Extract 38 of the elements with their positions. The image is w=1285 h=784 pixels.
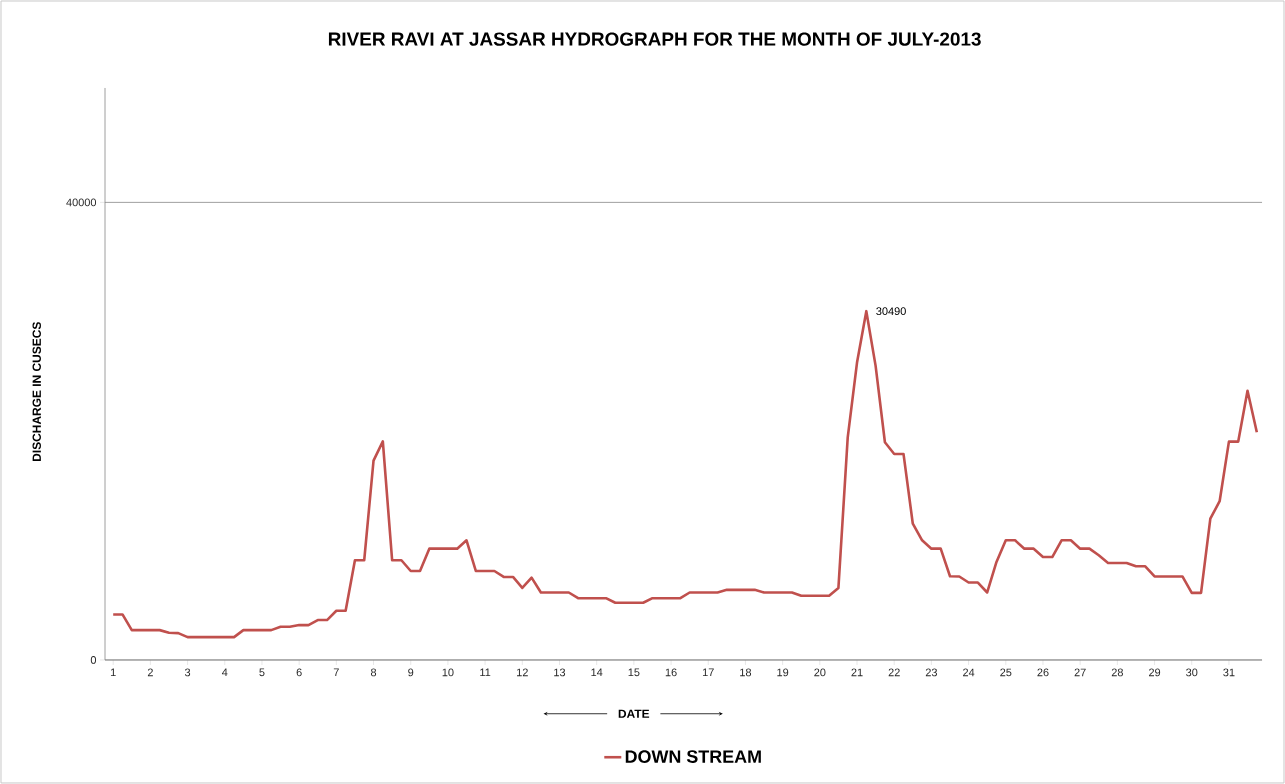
x-tick-label: 20 <box>814 668 826 677</box>
x-tick-label: 28 <box>1111 668 1123 677</box>
x-tick-label: 10 <box>442 668 454 677</box>
x-tick-label: 30 <box>1186 668 1198 677</box>
x-tick-label: 6 <box>296 668 302 677</box>
x-tick-label: 9 <box>408 668 414 677</box>
x-tick-label: 11 <box>480 668 491 677</box>
annotation: 30490 <box>876 307 906 316</box>
x-tick-label: 5 <box>259 668 265 677</box>
chart-title: RIVER RAVI AT JASSAR HYDROGRAPH FOR THE MONTH OF JULY-2013 <box>328 32 981 46</box>
x-tick-label: 29 <box>1149 668 1161 677</box>
y-tick-label: 0 <box>90 656 97 664</box>
x-tick-label: 21 <box>851 668 863 677</box>
y-axis-title: DISCHARGE IN CUSECS <box>32 322 41 461</box>
x-axis-title: DATE <box>618 709 650 718</box>
x-tick-label: 8 <box>370 668 377 677</box>
x-tick-label: 2 <box>147 668 153 677</box>
x-tick-label: 26 <box>1037 668 1049 677</box>
x-tick-label: 4 <box>221 668 228 677</box>
x-tick-label: 19 <box>777 668 789 677</box>
x-tick-label: 14 <box>591 668 603 677</box>
x-tick-label: 23 <box>925 668 938 677</box>
x-tick-label: 3 <box>184 668 191 677</box>
x-tick-label: 15 <box>628 668 640 677</box>
x-tick-label: 18 <box>740 668 752 677</box>
legend-label: DOWN STREAM <box>625 750 761 763</box>
x-tick-label: 1 <box>110 668 116 677</box>
x-tick-label: 25 <box>1000 668 1012 677</box>
x-tick-label: 27 <box>1074 668 1086 677</box>
x-tick-label: 16 <box>665 668 677 677</box>
x-tick-label: 17 <box>702 668 714 677</box>
x-tick-label: 13 <box>554 668 566 677</box>
y-tick-label: 40000 <box>66 198 97 207</box>
x-tick-label: 12 <box>517 668 528 677</box>
x-tick-label: 7 <box>333 668 339 677</box>
x-tick-label: 22 <box>888 668 900 677</box>
x-tick-label: 24 <box>963 668 975 677</box>
x-tick-label: 31 <box>1223 668 1235 677</box>
